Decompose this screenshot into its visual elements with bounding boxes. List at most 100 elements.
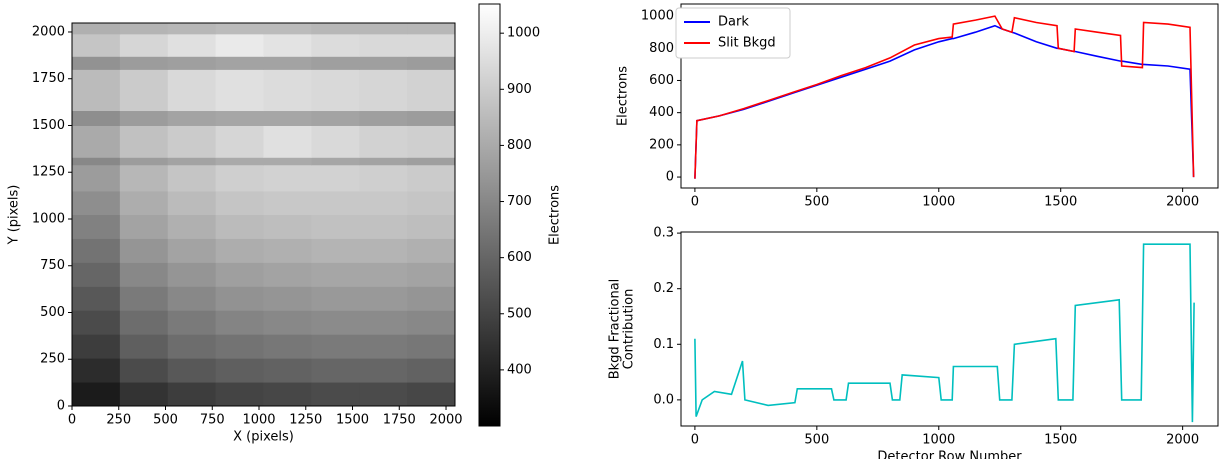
heatmap-cell — [215, 69, 264, 112]
x-tick-label: 1500 — [336, 413, 369, 428]
heatmap-cell — [407, 164, 456, 192]
x-axis-label: Detector Row Number — [877, 450, 1022, 459]
heatmap-cell — [215, 110, 264, 126]
heatmap-cell — [311, 69, 360, 112]
heatmap-cell — [72, 358, 121, 383]
heatmap-cell — [263, 382, 312, 407]
heatmap-cell — [263, 238, 312, 263]
x-axis-label: X (pixels) — [233, 430, 294, 445]
heatmap-cell — [119, 190, 169, 215]
heatmap-cell — [119, 382, 169, 407]
heatmap-cell — [72, 110, 121, 126]
heatmap-cell — [167, 190, 217, 215]
heatmap-cell — [119, 310, 169, 335]
x-tick-label: 500 — [804, 195, 829, 210]
heatmap-cell — [359, 262, 408, 287]
heatmap-cell — [215, 214, 264, 239]
heatmap-cell — [119, 358, 169, 383]
heatmap-cell — [407, 286, 456, 311]
heatmap-cell — [311, 214, 360, 239]
heatmap-cell — [407, 125, 456, 158]
y-tick-label: 200 — [649, 137, 674, 152]
heatmap-cell — [72, 164, 121, 192]
heatmap-cell — [72, 190, 121, 215]
y-tick-label: 1000 — [32, 211, 65, 226]
heatmap-cell — [167, 382, 217, 407]
heatmap-cell — [407, 190, 456, 215]
heatmap-cell — [311, 262, 360, 287]
x-tick-label: 1000 — [242, 413, 275, 428]
heatmap-cell — [72, 23, 121, 35]
heatmap-cell — [263, 190, 312, 215]
heatmap-cell — [359, 214, 408, 239]
x-tick-label: 0 — [691, 433, 699, 448]
heatmap-cell — [119, 33, 169, 57]
heatmap-cell — [119, 286, 169, 311]
heatmap-cell — [72, 286, 121, 311]
heatmap-cell — [359, 382, 408, 407]
heatmap-cell — [263, 33, 312, 57]
y-tick-label: 0 — [666, 170, 674, 185]
heatmap-cell — [119, 262, 169, 287]
heatmap-cell — [311, 286, 360, 311]
y-tick-label: 600 — [649, 73, 674, 88]
legend-label: Dark — [718, 15, 749, 30]
y-tick-label: 800 — [649, 41, 674, 56]
heatmap-cell — [311, 56, 360, 70]
heatmap-cell — [119, 56, 169, 70]
y-tick-label: 1500 — [32, 118, 65, 133]
heatmap-cell — [167, 358, 217, 383]
heatmap-cell — [167, 56, 217, 70]
heatmap-cell — [359, 334, 408, 359]
heatmap-cell — [359, 110, 408, 126]
y-tick-label: 750 — [40, 258, 65, 273]
y-tick-label: 0 — [57, 399, 65, 414]
heatmap-cell — [359, 23, 408, 35]
heatmap-cell — [359, 310, 408, 335]
colorbar-tick-label: 600 — [507, 250, 532, 265]
heatmap-cell — [167, 238, 217, 263]
heatmap-cell — [407, 69, 456, 112]
heatmap-cell — [215, 334, 264, 359]
y-tick-label: 250 — [40, 352, 65, 367]
y-tick-label: 0.3 — [653, 226, 674, 241]
heatmap-cell — [215, 33, 264, 57]
y-tick-label: 1750 — [32, 71, 65, 86]
y-tick-label: 0.2 — [653, 281, 674, 296]
heatmap-cell — [311, 310, 360, 335]
legend-label: Slit Bkgd — [718, 36, 776, 51]
colorbar-tick-label: 1000 — [507, 26, 540, 41]
heatmap-cell — [72, 33, 121, 57]
heatmap-cell — [263, 358, 312, 383]
heatmap-cell — [407, 110, 456, 126]
heatmap-cell — [167, 334, 217, 359]
heatmap-cell — [167, 286, 217, 311]
x-tick-label: 500 — [804, 433, 829, 448]
heatmap-cell — [359, 164, 408, 192]
heatmap-cell — [72, 334, 121, 359]
y-tick-label: 500 — [40, 305, 65, 320]
heatmap-cell — [407, 310, 456, 335]
heatmap-cell — [215, 190, 264, 215]
heatmap-cell — [167, 23, 217, 35]
heatmap-cell — [72, 157, 121, 166]
heatmap-cell — [407, 382, 456, 407]
heatmap-cell — [407, 23, 456, 35]
heatmap-cell — [263, 286, 312, 311]
heatmap-cell — [359, 69, 408, 112]
heatmap-cell — [359, 157, 408, 166]
x-tick-label: 500 — [153, 413, 178, 428]
heatmap-cell — [167, 157, 217, 166]
y-tick-label: 1000 — [641, 9, 674, 24]
heatmap-cell — [263, 110, 312, 126]
x-tick-label: 0 — [68, 413, 76, 428]
heatmap-cell — [263, 69, 312, 112]
data-line — [694, 243, 1195, 423]
heatmap-cell — [215, 238, 264, 263]
heatmap-cell — [215, 262, 264, 287]
heatmap-cell — [263, 125, 312, 158]
heatmap-cell — [407, 334, 456, 359]
colorbar — [478, 3, 501, 427]
heatmap-cell — [407, 157, 456, 166]
heatmap-cell — [167, 164, 217, 192]
